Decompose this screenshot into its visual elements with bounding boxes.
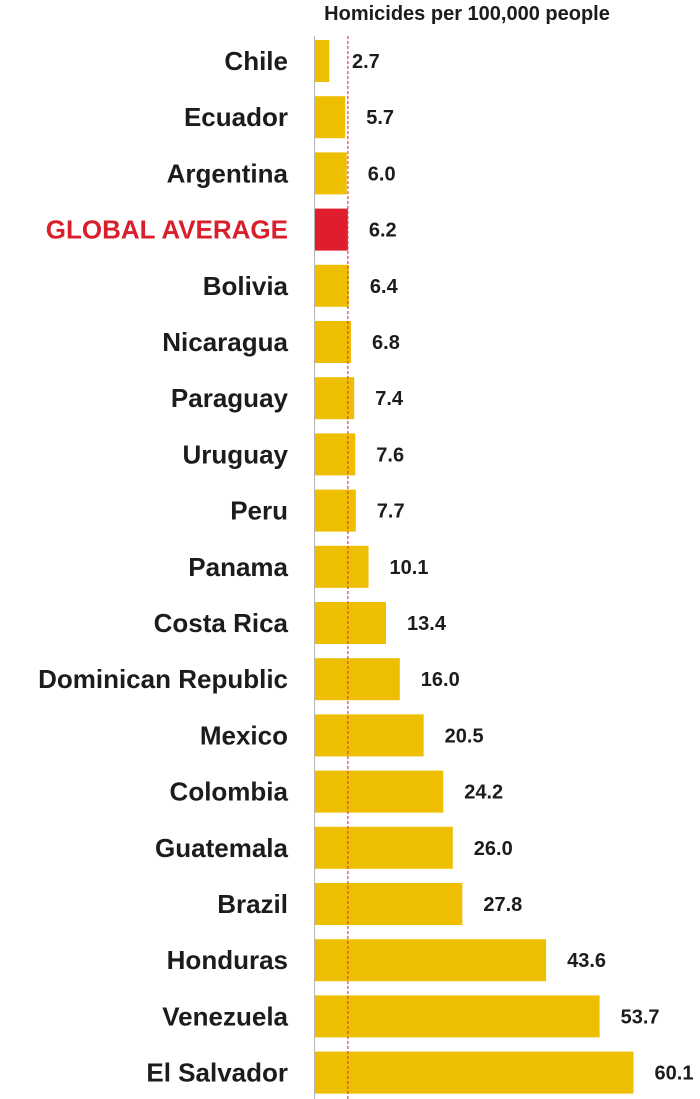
bar-chile: [315, 40, 330, 82]
value-label-chile: 2.7: [352, 51, 380, 73]
bar-dominican-republic: [315, 658, 400, 701]
value-label-el-salvador: 60.1: [655, 1063, 694, 1085]
category-label-paraguay: Paraguay: [171, 383, 289, 413]
bar-uruguay: [315, 433, 356, 476]
category-label-bolivia: Bolivia: [203, 271, 289, 301]
category-label-guatemala: Guatemala: [155, 833, 288, 863]
value-label-argentina: 6.0: [368, 163, 396, 185]
bars-group: [315, 40, 634, 1094]
value-label-guatemala: 26.0: [474, 838, 513, 860]
bar-panama: [315, 545, 369, 588]
category-label-uruguay: Uruguay: [183, 439, 289, 469]
category-label-costa-rica: Costa Rica: [154, 608, 289, 638]
value-label-honduras: 43.6: [567, 950, 606, 972]
category-label-el-salvador: El Salvador: [146, 1058, 288, 1088]
chart-title: Homicides per 100,000 people: [324, 3, 610, 25]
bar-brazil: [315, 883, 463, 925]
value-label-mexico: 20.5: [445, 725, 484, 747]
category-label-dominican-republic: Dominican Republic: [38, 664, 288, 694]
bar-el-salvador: [315, 1051, 634, 1094]
category-label-brazil: Brazil: [217, 889, 288, 919]
bar-mexico: [315, 714, 424, 757]
value-label-nicaragua: 6.8: [372, 332, 400, 354]
category-label-argentina: Argentina: [167, 158, 289, 188]
value-label-colombia: 24.2: [464, 782, 503, 804]
category-label-global-average: GLOBAL AVERAGE: [46, 215, 288, 245]
value-label-peru: 7.7: [377, 501, 405, 523]
category-label-honduras: Honduras: [167, 945, 288, 975]
category-label-ecuador: Ecuador: [184, 102, 288, 132]
bar-costa-rica: [315, 602, 387, 644]
labels-group: Chile 2.7 Ecuador 5.7 Argentina 6.0 GLOBAL AVE…: [38, 46, 693, 1088]
value-label-brazil: 27.8: [483, 894, 522, 916]
bar-bolivia: [315, 264, 349, 307]
value-label-dominican-republic: 16.0: [421, 669, 460, 691]
value-label-ecuador: 5.7: [366, 107, 394, 129]
value-label-global-average: 6.2: [369, 220, 397, 242]
bar-colombia: [315, 770, 444, 813]
value-label-panama: 10.1: [390, 557, 429, 579]
value-label-uruguay: 7.6: [376, 444, 404, 466]
value-label-bolivia: 6.4: [370, 276, 399, 298]
value-label-venezuela: 53.7: [621, 1006, 660, 1028]
bar-global-average: [315, 208, 348, 251]
category-label-peru: Peru: [230, 496, 288, 526]
category-label-panama: Panama: [188, 552, 288, 582]
category-label-venezuela: Venezuela: [162, 1001, 288, 1031]
bar-guatemala: [315, 826, 453, 869]
category-label-mexico: Mexico: [200, 720, 288, 750]
category-label-chile: Chile: [224, 46, 288, 76]
bar-honduras: [315, 939, 547, 982]
bar-nicaragua: [315, 321, 352, 363]
bar-argentina: [315, 152, 347, 195]
bar-peru: [315, 489, 356, 532]
bar-venezuela: [315, 995, 600, 1038]
category-label-nicaragua: Nicaragua: [162, 327, 288, 357]
category-label-colombia: Colombia: [170, 777, 289, 807]
bar-ecuador: [315, 96, 346, 139]
value-label-paraguay: 7.4: [375, 388, 404, 410]
value-label-costa-rica: 13.4: [407, 613, 447, 635]
